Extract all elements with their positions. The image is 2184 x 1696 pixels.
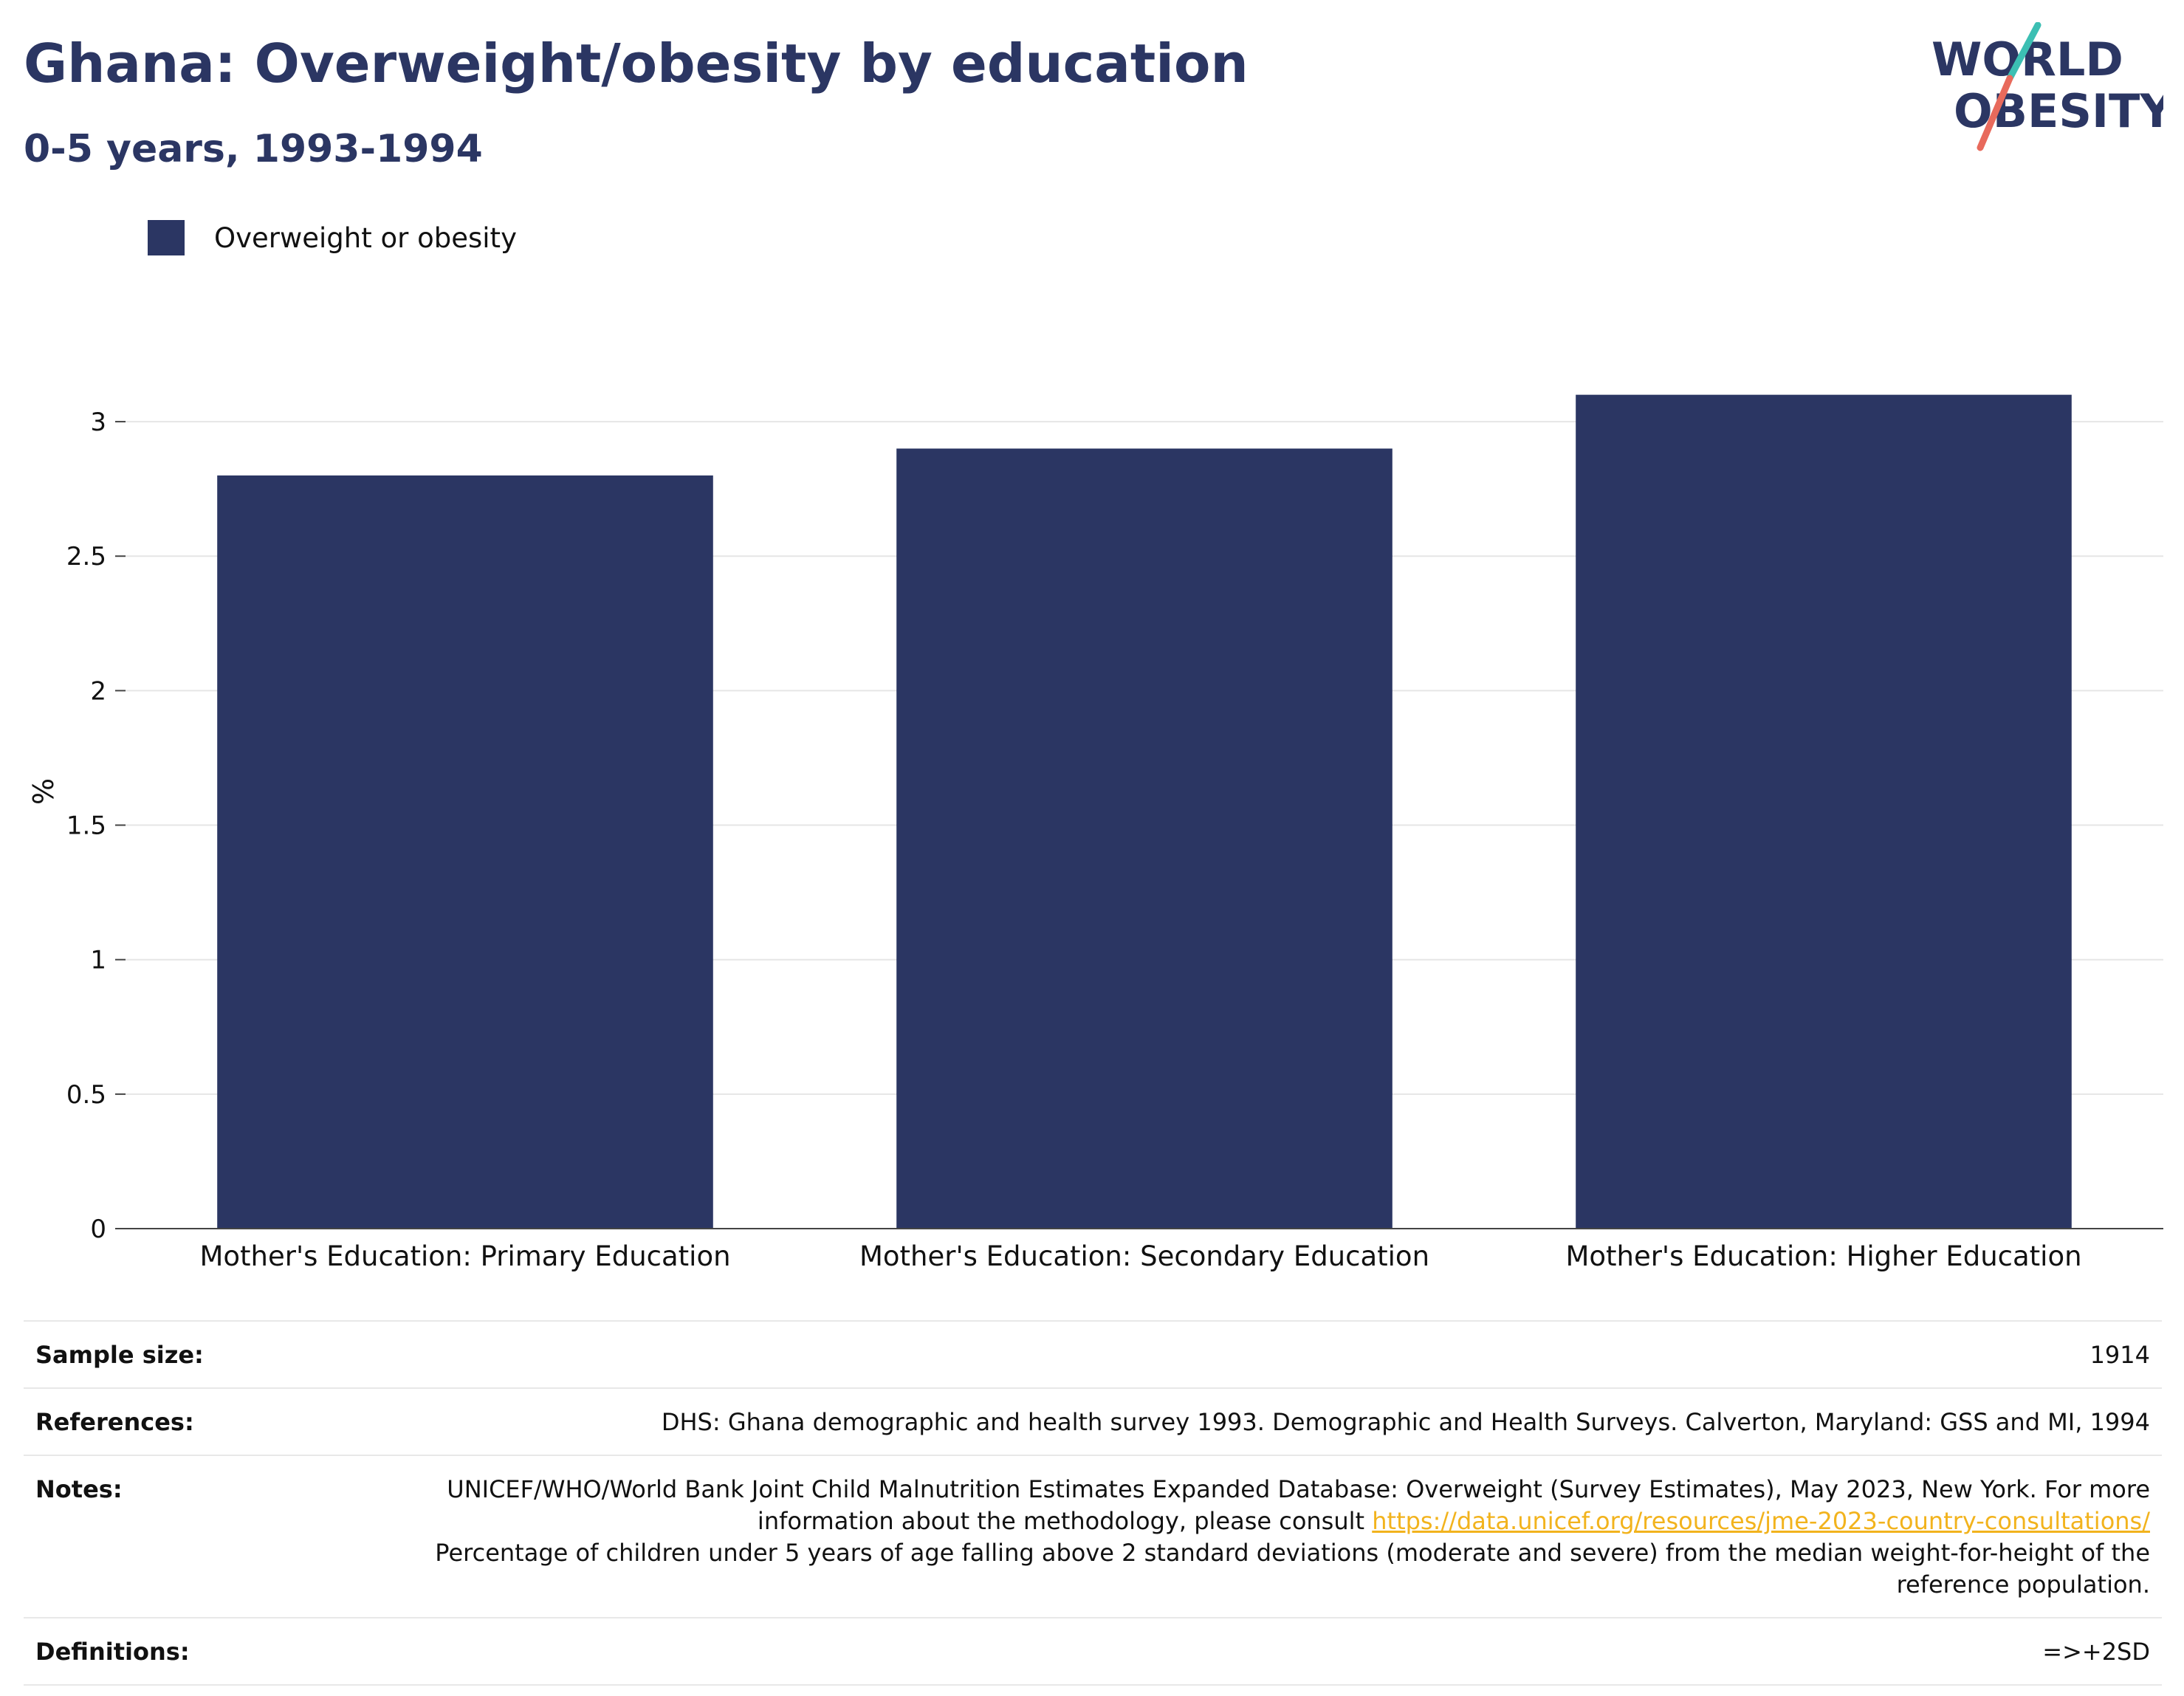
bar: [217, 475, 713, 1229]
info-table: Sample size: 1914 References: DHS: Ghana…: [24, 1320, 2162, 1686]
sample-size-label: Sample size:: [24, 1320, 313, 1388]
bar: [896, 448, 1393, 1229]
chart-subtitle: 0-5 years, 1993-1994: [24, 127, 483, 171]
legend-swatch: [148, 220, 185, 255]
info-row-notes: Notes: UNICEF/WHO/World Bank Joint Child…: [24, 1455, 2162, 1618]
y-tick-label: 0.5: [66, 1080, 106, 1110]
notes-label: Notes:: [24, 1455, 313, 1618]
logo-slash-top: [2006, 22, 2042, 82]
sample-size-value: 1914: [313, 1320, 2162, 1388]
bar: [1576, 394, 2072, 1229]
y-tick-label: 2.5: [66, 542, 106, 571]
info-row-references: References: DHS: Ghana demographic and h…: [24, 1387, 2162, 1455]
references-value: DHS: Ghana demographic and health survey…: [313, 1387, 2162, 1455]
chart-title: Ghana: Overweight/obesity by education: [24, 32, 1249, 95]
y-tick-label: 3: [90, 408, 106, 437]
x-tick-label: Mother's Education: Secondary Education: [859, 1240, 1429, 1272]
notes-text-1: UNICEF/WHO/World Bank Joint Child Malnut…: [447, 1475, 2150, 1535]
world-obesity-logo[interactable]: WORLD OBESITY: [1927, 22, 2163, 155]
logo-slash-bottom: [1977, 75, 2013, 151]
y-axis-label: %: [27, 778, 60, 805]
references-label: References:: [24, 1387, 313, 1455]
x-tick-label: Mother's Education: Higher Education: [1565, 1240, 2081, 1272]
y-tick-label: 1.5: [66, 811, 106, 841]
notes-value: UNICEF/WHO/World Bank Joint Child Malnut…: [313, 1455, 2162, 1618]
x-tick-label: Mother's Education: Primary Education: [199, 1240, 730, 1272]
notes-link[interactable]: https://data.unicef.org/resources/jme-20…: [1372, 1507, 2150, 1535]
legend[interactable]: Overweight or obesity: [148, 220, 517, 255]
definitions-value: =>+2SD: [313, 1617, 2162, 1686]
definitions-label: Definitions:: [24, 1617, 313, 1686]
notes-text-2: Percentage of children under 5 years of …: [435, 1539, 2150, 1599]
info-row-sample-size: Sample size: 1914: [24, 1320, 2162, 1388]
y-tick-label: 2: [90, 676, 106, 706]
legend-label: Overweight or obesity: [214, 222, 517, 254]
info-row-definitions: Definitions: =>+2SD: [24, 1617, 2162, 1686]
bar-chart: 0 0.5 1 1.5 2 2.5 3 Mother's Education: Primary…: [27, 394, 2163, 1272]
y-tick-label: 1: [90, 946, 106, 975]
y-tick-label: 0: [90, 1215, 106, 1244]
